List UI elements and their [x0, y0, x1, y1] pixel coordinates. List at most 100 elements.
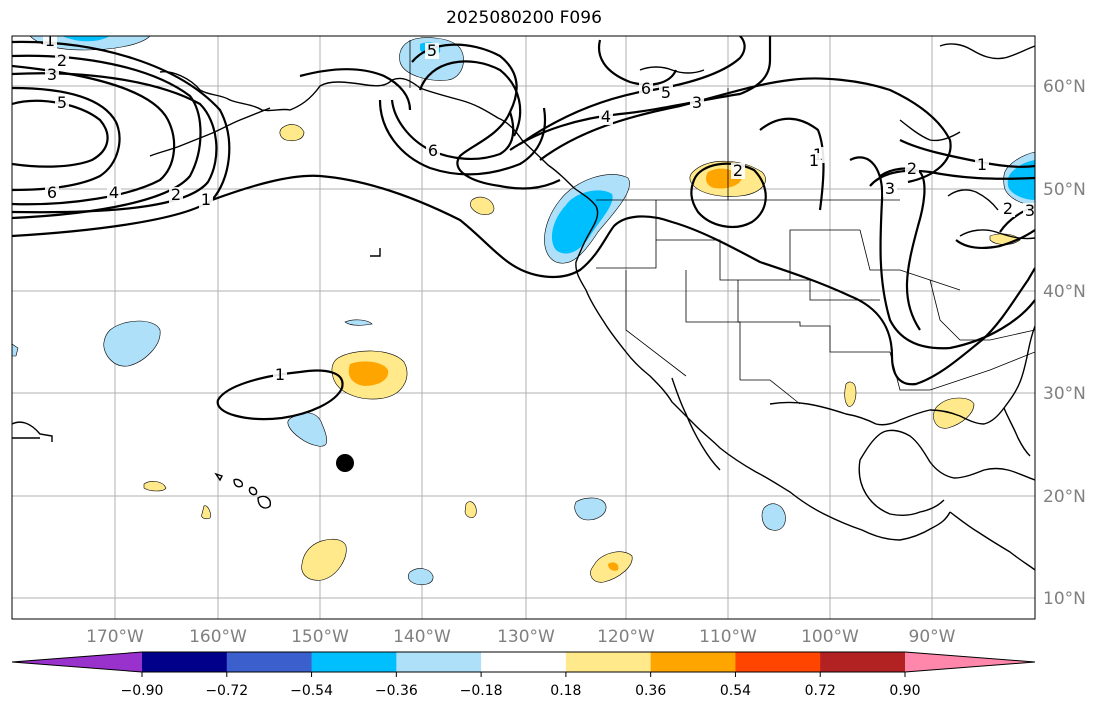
contour-label: 1 — [977, 155, 987, 174]
lat-label: 50°N — [1043, 180, 1086, 200]
colorbar-segment — [142, 652, 228, 672]
contour-5-band — [519, 36, 746, 145]
contour-label: 5 — [57, 93, 67, 112]
contour-label: 2 — [171, 185, 181, 204]
colorbar-segment — [735, 652, 821, 672]
contour-label: 1 — [201, 190, 211, 209]
lon-label: 140°W — [393, 627, 451, 647]
contour-east-lakes — [955, 229, 1035, 250]
contour-label-bg — [659, 85, 673, 101]
contour-label-bg — [905, 161, 919, 177]
colorbar-segment — [226, 652, 313, 672]
lat-label: 10°N — [1043, 589, 1086, 609]
colorbar-tick-label: 0.36 — [635, 683, 666, 699]
lat-label: 40°N — [1043, 282, 1086, 302]
colorbar-tick-label: 0.54 — [720, 683, 751, 699]
contour-label: 3 — [47, 65, 57, 84]
contour-label-bg — [975, 157, 989, 173]
anomaly-negative-medium — [551, 190, 613, 254]
coastlines — [12, 43, 1035, 571]
lon-label: 150°W — [291, 627, 349, 647]
contour-label-bg — [807, 153, 821, 169]
contour-lines — [12, 36, 1035, 421]
contour-label: 6 — [47, 183, 57, 202]
contour-label-bg — [45, 67, 59, 83]
colorbar-tick-label: 0.72 — [805, 683, 836, 699]
anomaly-positive-light — [464, 501, 477, 518]
contour-2-far-east — [849, 156, 1035, 350]
longitude-labels: 170°W 160°W 150°W 140°W 130°W 120°W 110°W 100°W… — [86, 627, 956, 647]
contour-label-bg — [55, 95, 69, 111]
colorbar-tick-label: −0.54 — [290, 683, 333, 699]
map-title: 2025080200 F096 — [446, 8, 602, 28]
lat-label: 60°N — [1043, 77, 1086, 97]
anomaly-positive-light — [301, 538, 347, 581]
colorbar-segment — [650, 652, 736, 672]
anomaly-positive-light — [844, 381, 857, 407]
colorbar-tick-labels: −0.90 −0.72 −0.54 −0.36 −0.18 0.18 0.36 0.54 0.7… — [121, 672, 921, 699]
anomaly-positive-medium — [608, 562, 619, 571]
colorbar-tick-label: 0.90 — [889, 683, 920, 699]
contour-label: 2 — [733, 161, 743, 180]
contour-label-bg — [169, 187, 183, 203]
anomaly-negative-medium — [1007, 160, 1035, 200]
anomaly-negative-light — [407, 568, 434, 586]
anomaly-negative-light — [103, 320, 161, 367]
colorbar-tick-label: −0.36 — [375, 683, 418, 699]
contour-label: 3 — [885, 179, 895, 198]
contour-4-west — [12, 64, 176, 206]
colorbar-extend-min — [12, 652, 142, 672]
contour-6-band — [597, 39, 678, 86]
colorbar-tick-label: −0.72 — [205, 683, 248, 699]
lon-label: 110°W — [699, 627, 757, 647]
contour-label: 4 — [601, 107, 611, 126]
anomaly-negative-light — [287, 412, 328, 447]
contour-label: 2 — [1003, 199, 1013, 218]
contour-4-band — [509, 36, 772, 151]
contour-label-bg — [199, 192, 213, 208]
lon-label: 120°W — [597, 627, 655, 647]
colorbar-segment — [820, 652, 906, 672]
contour-label: 6 — [428, 141, 438, 160]
contour-label-bg — [426, 143, 440, 159]
lon-label: 170°W — [86, 627, 144, 647]
colorbar-extend-max — [905, 652, 1035, 672]
anomaly-positive-light — [201, 505, 211, 520]
contour-2-east — [869, 169, 1035, 187]
contour-label: 1 — [275, 365, 285, 384]
contour-label: 1 — [809, 151, 819, 170]
contour-label-bg — [1023, 203, 1035, 219]
contour-2-west — [12, 54, 202, 220]
lon-label: 90°W — [909, 627, 956, 647]
contour-labels: 12356421566543221132131 — [43, 36, 1035, 384]
colorbar — [11, 651, 1036, 673]
contour-label-bg — [273, 367, 287, 383]
contour-label-bg — [107, 185, 121, 201]
contour-label: 4 — [109, 183, 119, 202]
map-background — [12, 36, 1035, 619]
political-borders — [409, 40, 1035, 405]
contour-label-bg — [883, 181, 897, 197]
contour-1-main — [211, 174, 1035, 386]
contour-label: 3 — [692, 93, 702, 112]
latitude-labels: 60°N 50°N 40°N 30°N 20°N 10°N — [1043, 77, 1086, 609]
contour-label-bg — [425, 43, 439, 59]
lon-label: 130°W — [497, 627, 555, 647]
contour-label-bg — [731, 163, 745, 179]
contour-2-loop — [690, 162, 767, 229]
contour-6-north2 — [418, 60, 522, 137]
anomaly-negative-light — [12, 343, 19, 357]
colorbar-segment — [396, 652, 482, 672]
anomaly-negative-medium — [62, 36, 110, 42]
contour-label: 6 — [641, 79, 651, 98]
anomaly-positive-light — [143, 481, 167, 492]
colorbar-segment — [565, 652, 652, 672]
contour-label-bg — [639, 81, 653, 97]
contour-label-bg — [599, 109, 613, 125]
contour-label: 5 — [661, 83, 671, 102]
lat-label: 20°N — [1043, 487, 1086, 507]
anomaly-negative-light — [761, 503, 786, 531]
contour-1-closed — [216, 369, 344, 421]
anomaly-positive-medium — [348, 361, 389, 386]
contour-1-loop — [759, 117, 825, 211]
